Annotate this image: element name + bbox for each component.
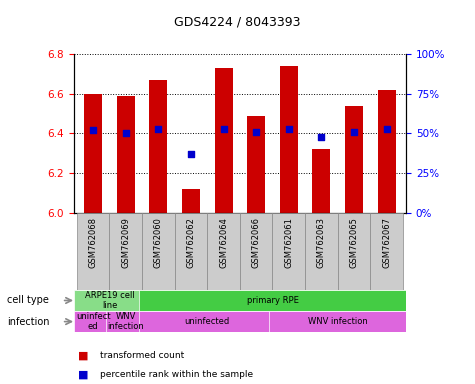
Bar bbox=[313, 149, 330, 213]
Text: GSM762060: GSM762060 bbox=[154, 217, 163, 268]
Text: WNV
infection: WNV infection bbox=[107, 312, 144, 331]
Bar bbox=[247, 116, 265, 213]
Bar bbox=[139, 311, 276, 332]
Text: GSM762061: GSM762061 bbox=[284, 217, 293, 268]
Text: WNV infection: WNV infection bbox=[308, 317, 368, 326]
Bar bbox=[175, 213, 207, 290]
Point bbox=[252, 129, 260, 135]
Text: GSM762062: GSM762062 bbox=[187, 217, 196, 268]
Point bbox=[285, 126, 293, 132]
Text: primary RPE: primary RPE bbox=[247, 296, 298, 305]
Text: GSM762063: GSM762063 bbox=[317, 217, 326, 268]
Bar bbox=[74, 311, 113, 332]
Text: GSM762066: GSM762066 bbox=[252, 217, 261, 268]
Bar bbox=[273, 213, 305, 290]
Bar bbox=[106, 311, 145, 332]
Point bbox=[350, 129, 358, 135]
Text: ARPE19 cell
line: ARPE19 cell line bbox=[85, 291, 134, 310]
Bar bbox=[305, 213, 338, 290]
Bar bbox=[207, 213, 240, 290]
Text: ■: ■ bbox=[78, 369, 89, 379]
Bar bbox=[215, 68, 233, 213]
Bar bbox=[182, 189, 200, 213]
Bar bbox=[139, 290, 406, 311]
Text: GSM762069: GSM762069 bbox=[121, 217, 130, 268]
Point bbox=[187, 151, 195, 157]
Bar bbox=[150, 79, 167, 213]
Point bbox=[383, 126, 390, 132]
Text: uninfect
ed: uninfect ed bbox=[76, 312, 111, 331]
Bar bbox=[117, 96, 135, 213]
Bar bbox=[109, 213, 142, 290]
Bar bbox=[345, 106, 363, 213]
Text: GSM762067: GSM762067 bbox=[382, 217, 391, 268]
Text: GDS4224 / 8043393: GDS4224 / 8043393 bbox=[174, 15, 301, 28]
Text: GSM762068: GSM762068 bbox=[89, 217, 98, 268]
Point bbox=[122, 131, 130, 137]
Bar bbox=[74, 290, 145, 311]
Point bbox=[154, 126, 162, 132]
Bar bbox=[142, 213, 175, 290]
Bar bbox=[269, 311, 406, 332]
Text: infection: infection bbox=[7, 316, 49, 327]
Text: ■: ■ bbox=[78, 350, 89, 360]
Text: cell type: cell type bbox=[7, 295, 49, 306]
Bar bbox=[84, 94, 102, 213]
Bar bbox=[240, 213, 273, 290]
Text: transformed count: transformed count bbox=[100, 351, 184, 360]
Text: GSM762064: GSM762064 bbox=[219, 217, 228, 268]
Point bbox=[318, 134, 325, 140]
Text: GSM762065: GSM762065 bbox=[350, 217, 359, 268]
Point bbox=[220, 126, 228, 132]
Bar bbox=[378, 89, 396, 213]
Text: uninfected: uninfected bbox=[185, 317, 230, 326]
Point bbox=[89, 127, 97, 133]
Bar bbox=[280, 66, 298, 213]
Text: percentile rank within the sample: percentile rank within the sample bbox=[100, 370, 253, 379]
Bar bbox=[77, 213, 109, 290]
Bar bbox=[370, 213, 403, 290]
Bar bbox=[338, 213, 370, 290]
